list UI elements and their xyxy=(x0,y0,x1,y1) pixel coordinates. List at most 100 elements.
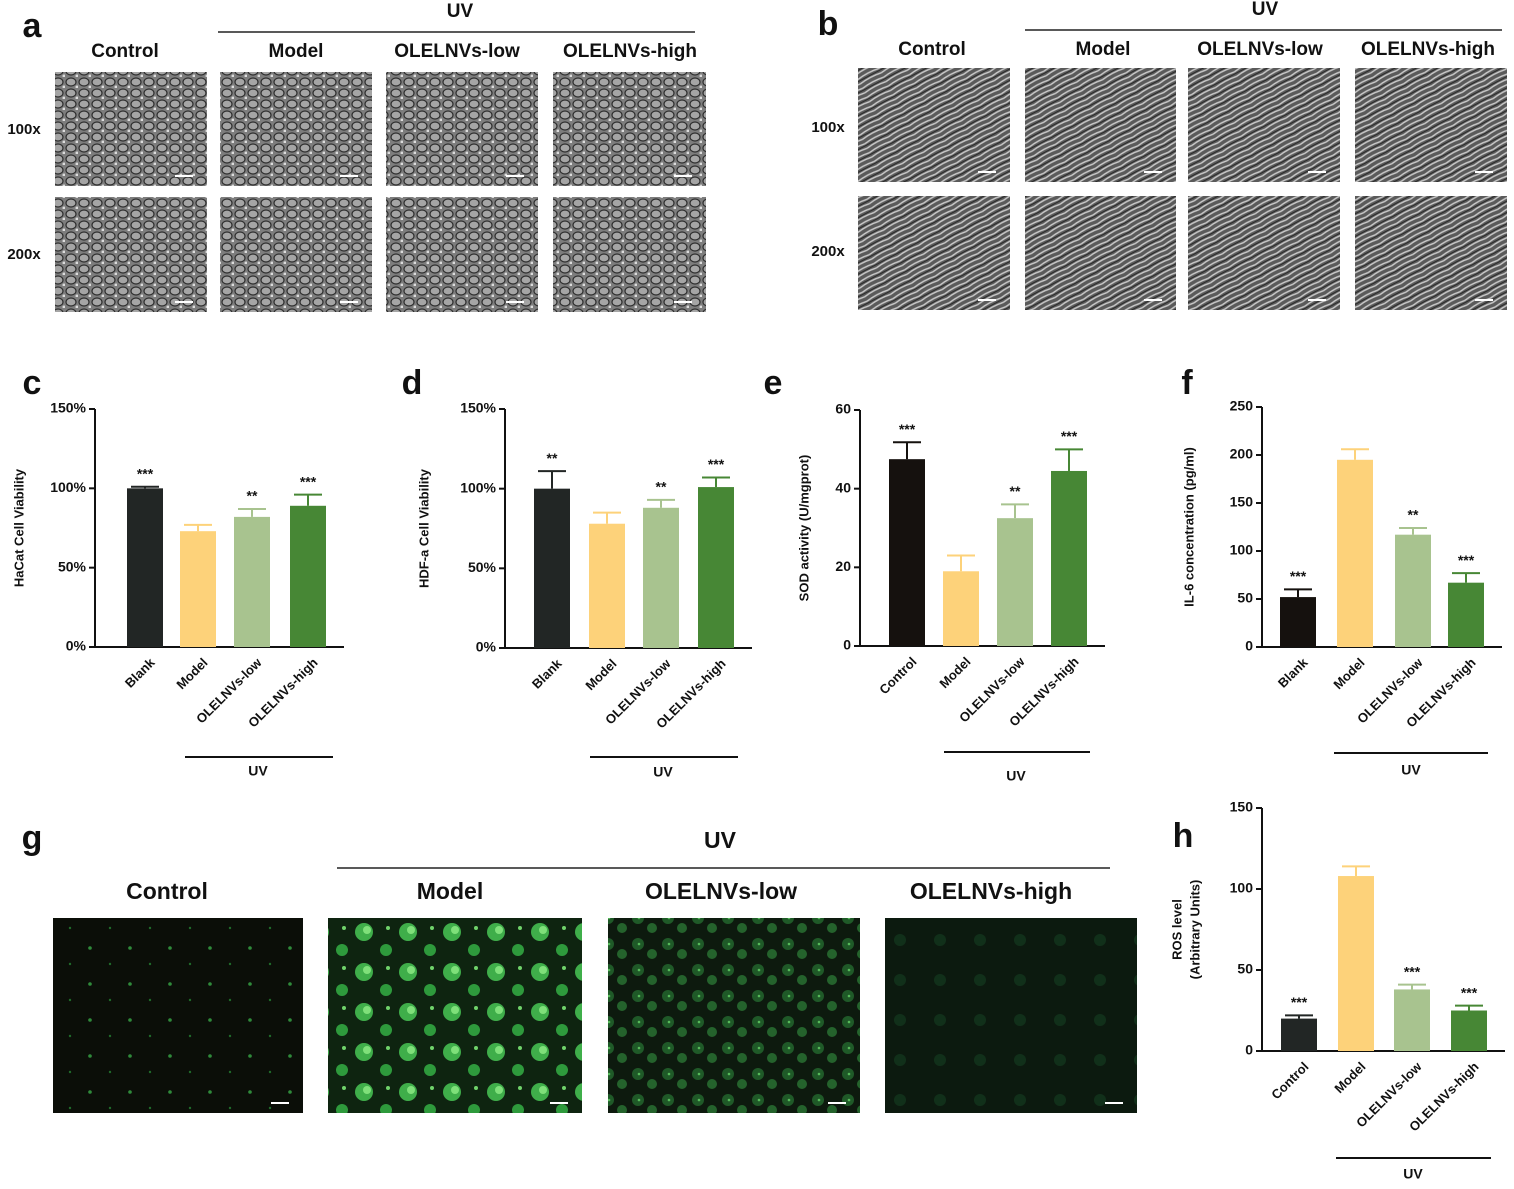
bar xyxy=(1395,534,1431,647)
y-axis-label: HaCat Cell Viability xyxy=(11,468,26,587)
micrograph xyxy=(386,197,538,312)
bar xyxy=(698,487,734,648)
panel-label: g xyxy=(22,819,43,857)
column-header: Control xyxy=(91,41,159,62)
column-header: OLELNVs-low xyxy=(394,41,520,62)
row-label: 200x xyxy=(811,243,845,260)
row-label: 100x xyxy=(7,121,41,138)
significance-label: *** xyxy=(1404,963,1421,979)
bar xyxy=(589,523,625,648)
panel-label: e xyxy=(764,364,783,402)
y-tick-label: 0% xyxy=(66,638,87,654)
micrograph xyxy=(1188,68,1340,182)
column-header: Model xyxy=(1076,39,1131,60)
bar xyxy=(1051,470,1087,646)
micrograph xyxy=(608,918,860,1113)
micrograph xyxy=(1355,68,1507,182)
bar xyxy=(234,516,270,647)
column-header: Model xyxy=(269,41,324,62)
group-label: UV xyxy=(653,764,673,780)
micrograph xyxy=(1188,196,1340,310)
x-tick-label: Blank xyxy=(1275,654,1311,690)
y-tick-label: 0 xyxy=(1245,638,1253,654)
significance-label: *** xyxy=(300,473,317,489)
group-label: UV xyxy=(447,1,474,22)
error-bar xyxy=(131,485,159,489)
y-axis-label: HDF-a Cell Viability xyxy=(416,468,431,588)
error-bar xyxy=(294,493,322,506)
error-bar xyxy=(647,498,675,508)
y-tick-label: 20 xyxy=(835,558,851,574)
significance-label: *** xyxy=(1290,568,1307,584)
y-tick-label: 150% xyxy=(50,400,86,416)
y-axis-label: (Arbitrary Units) xyxy=(1187,880,1202,980)
y-tick-label: 60 xyxy=(835,401,851,417)
y-tick-label: 50 xyxy=(1237,961,1253,977)
micrograph xyxy=(858,68,1010,182)
significance-label: *** xyxy=(1458,552,1475,568)
y-tick-label: 0% xyxy=(476,639,497,655)
y-tick-label: 200 xyxy=(1230,446,1254,462)
x-tick-label: Blank xyxy=(122,654,158,690)
x-tick-label: Model xyxy=(582,656,619,693)
micrograph xyxy=(55,197,207,312)
micrograph xyxy=(1025,68,1176,182)
column-header: OLELNVs-high xyxy=(1361,39,1495,60)
error-bar xyxy=(1055,448,1083,471)
significance-label: ** xyxy=(547,450,558,466)
micrograph xyxy=(885,918,1137,1113)
bar xyxy=(889,459,925,646)
error-bar xyxy=(593,511,621,524)
panel-label: f xyxy=(1181,364,1193,402)
x-tick-label: Model xyxy=(936,654,973,691)
micrograph xyxy=(1355,196,1507,310)
error-bar xyxy=(538,470,566,489)
significance-label: *** xyxy=(708,456,725,472)
significance-label: *** xyxy=(1291,994,1308,1010)
error-bar xyxy=(1284,588,1312,598)
x-tick-label: Model xyxy=(1331,1059,1368,1096)
micrograph xyxy=(328,918,582,1113)
panel-label: c xyxy=(23,364,42,402)
bar xyxy=(290,505,326,647)
error-bar xyxy=(238,507,266,517)
bar xyxy=(1394,989,1430,1051)
y-tick-label: 100% xyxy=(50,479,86,495)
x-tick-label: Control xyxy=(876,654,919,697)
y-tick-label: 40 xyxy=(835,479,851,495)
bar xyxy=(1281,1018,1317,1051)
micrograph xyxy=(220,197,372,312)
group-label: UV xyxy=(1006,768,1026,784)
y-tick-label: 250 xyxy=(1230,398,1254,414)
y-axis-label: SOD activity (U/mgprot) xyxy=(796,455,811,602)
bar xyxy=(1448,582,1484,647)
y-tick-label: 0 xyxy=(843,637,851,653)
y-tick-label: 0 xyxy=(1245,1042,1253,1058)
micrograph xyxy=(386,72,538,186)
group-label: UV xyxy=(1252,0,1279,20)
column-header: OLELNVs-low xyxy=(1197,39,1323,60)
bar xyxy=(997,518,1033,646)
group-label: UV xyxy=(248,763,268,779)
micrograph xyxy=(55,72,207,186)
group-label: UV xyxy=(704,827,737,853)
y-axis-label: ROS level xyxy=(1169,899,1184,960)
column-header: OLELNVs-low xyxy=(645,878,797,904)
group-label: UV xyxy=(1403,1166,1423,1182)
micrograph xyxy=(858,196,1010,310)
error-bar xyxy=(1452,572,1480,583)
y-tick-label: 50% xyxy=(468,559,497,575)
column-header: OLELNVs-high xyxy=(910,878,1072,904)
bar xyxy=(1280,597,1316,647)
significance-label: ** xyxy=(247,488,258,504)
error-bar xyxy=(1342,865,1370,877)
y-tick-label: 150 xyxy=(1230,494,1254,510)
error-bar xyxy=(1399,526,1427,535)
x-tick-label: Control xyxy=(1268,1059,1311,1102)
y-tick-label: 50% xyxy=(58,558,87,574)
x-tick-label: Model xyxy=(173,655,210,692)
column-header: OLELNVs-high xyxy=(563,41,697,62)
micrograph xyxy=(53,918,303,1113)
micrograph xyxy=(1025,196,1176,310)
bar xyxy=(1337,459,1373,647)
